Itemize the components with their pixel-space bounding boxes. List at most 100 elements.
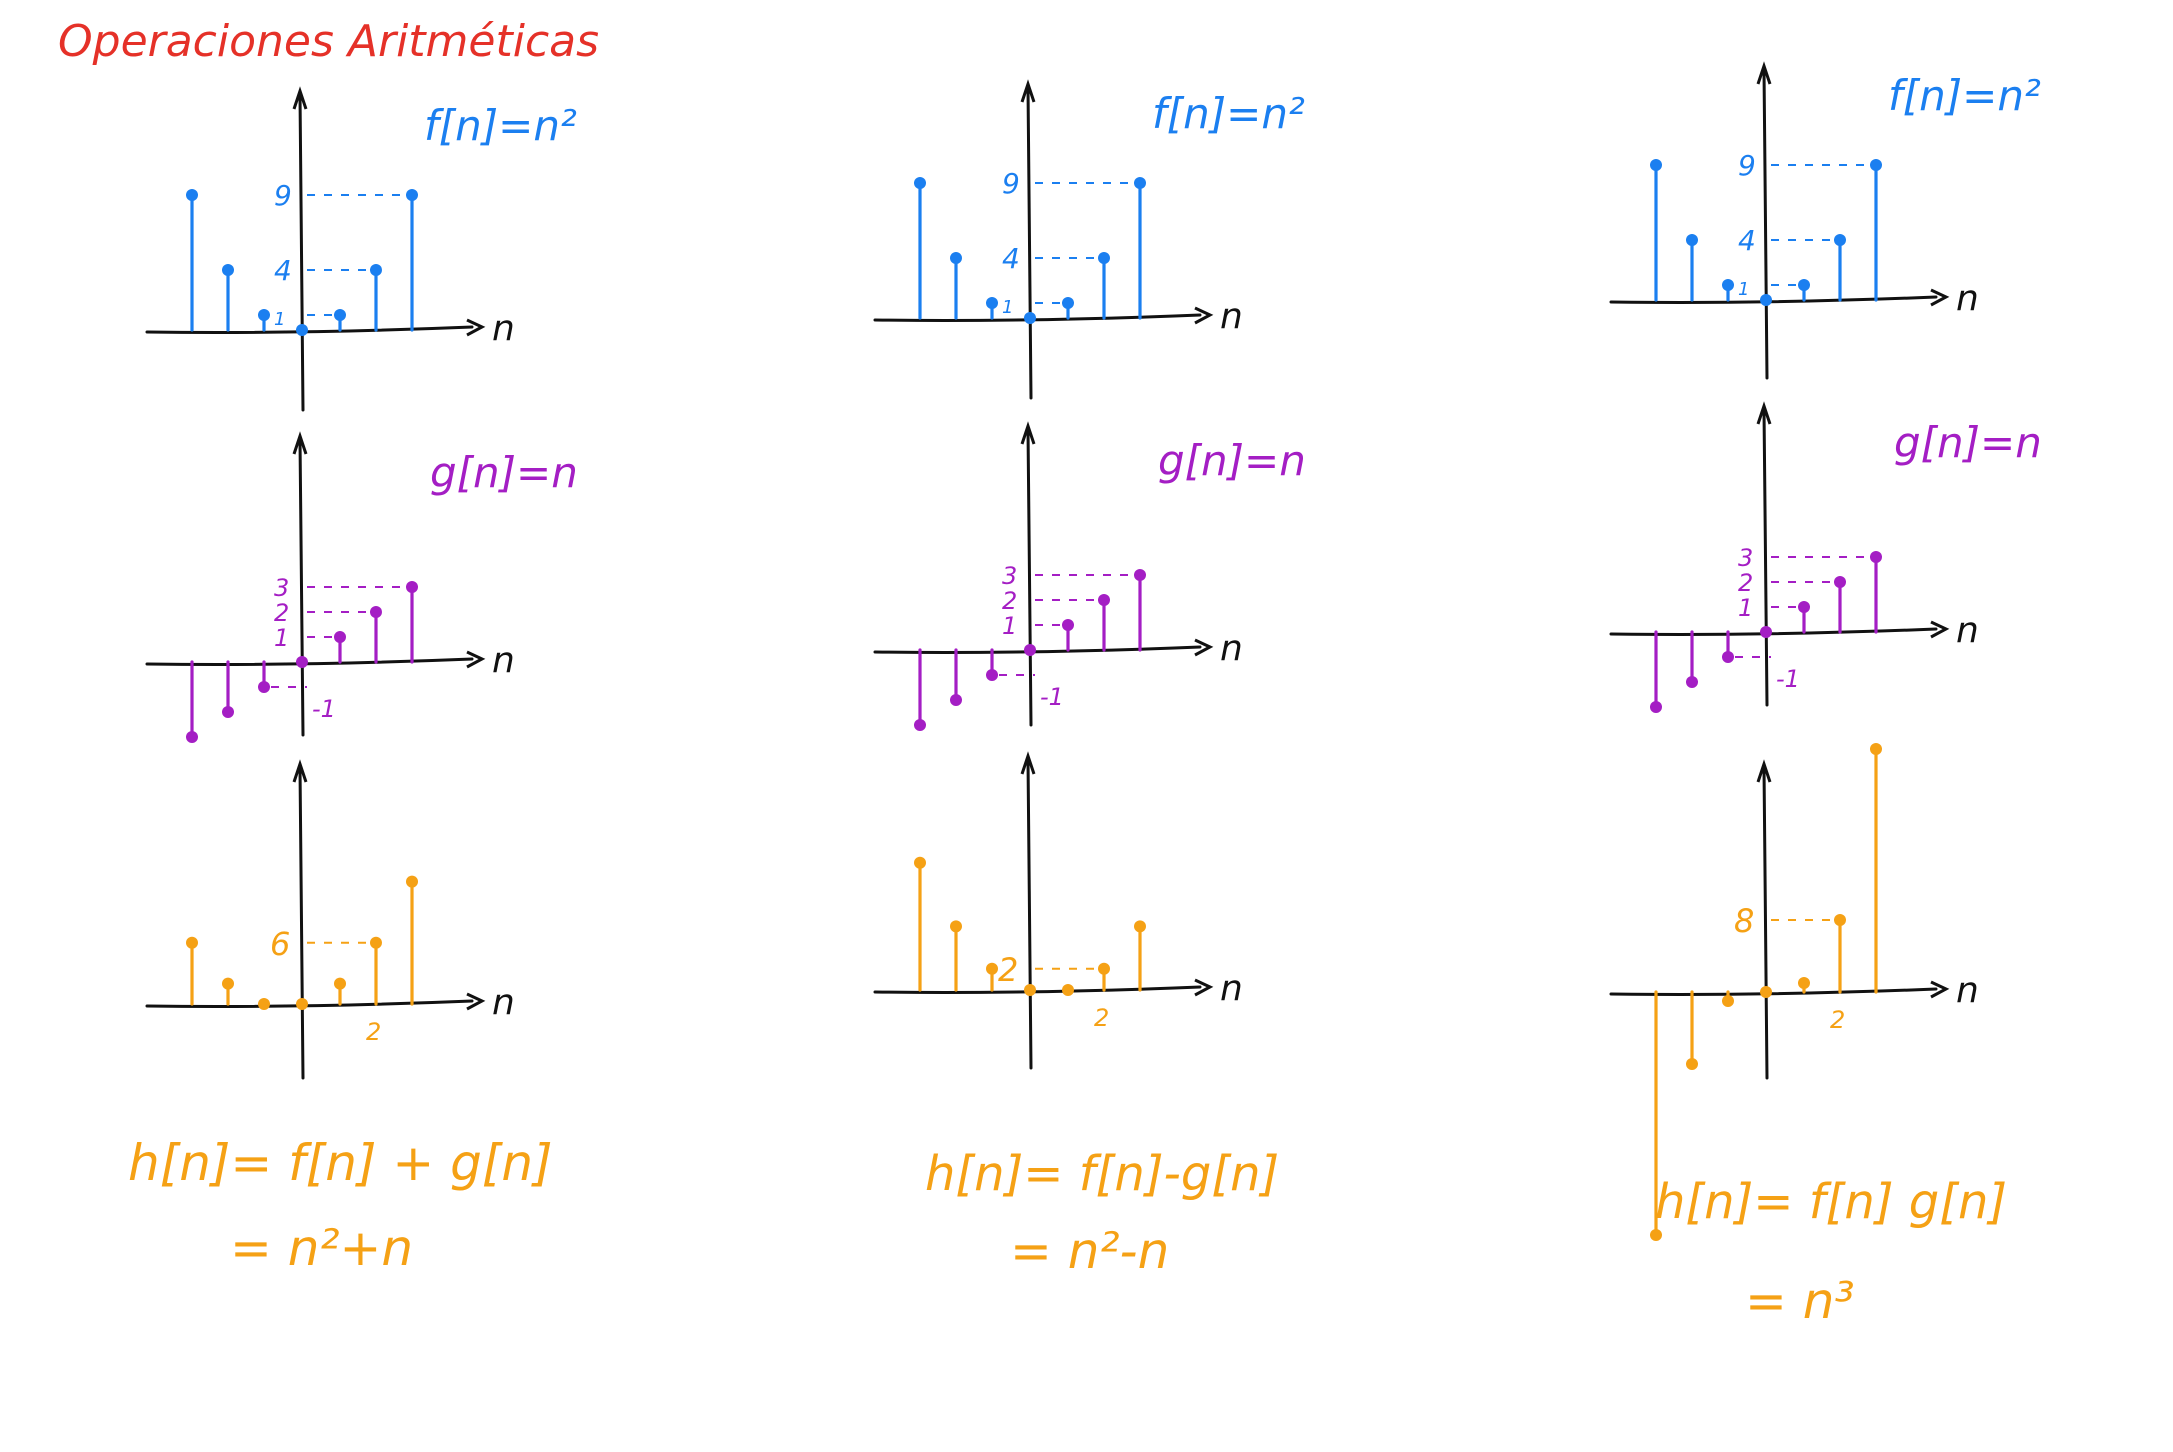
stem-marker-n-2 bbox=[1686, 676, 1698, 688]
x-axis-label: n bbox=[1220, 628, 1243, 669]
x-axis-line bbox=[1609, 295, 1938, 304]
g-annotations-col2: 321 -1 g[n]=n bbox=[999, 436, 1306, 711]
stem-marker-n0 bbox=[296, 324, 308, 336]
stem-marker-n1 bbox=[334, 977, 346, 990]
f-annotations-col2: 9 4 1 f[n]=n² bbox=[1002, 89, 1305, 318]
y-axis-line bbox=[1026, 428, 1033, 727]
f-tick-9: 9 bbox=[1738, 149, 1756, 182]
stem-marker-n1 bbox=[1798, 977, 1810, 989]
x-axis-line bbox=[873, 645, 1202, 654]
x-axis-label: n bbox=[1220, 968, 1243, 1009]
stem-marker-n0 bbox=[1024, 984, 1036, 996]
stem-marker-n3 bbox=[1870, 551, 1882, 563]
f-tick-1: 1 bbox=[1738, 279, 1749, 300]
f-annotations-col1: 9 4 1 f[n]=n² bbox=[274, 101, 577, 330]
formula-diff-line-1: h[n]= f[n]-g[n] bbox=[925, 1146, 1279, 1202]
stem-marker-n1 bbox=[1062, 619, 1074, 631]
stem-marker-n-1 bbox=[1722, 279, 1734, 291]
stem-marker-n-2 bbox=[950, 694, 962, 706]
g-tick-neg1: -1 bbox=[312, 695, 336, 723]
formula-sum-line-2: = n²+n bbox=[230, 1219, 413, 1277]
formula-diff-line-2: = n²-n bbox=[1010, 1222, 1169, 1280]
stem-marker-n2 bbox=[1834, 576, 1846, 588]
f-annotations-col3: 9 4 1 f[n]=n² bbox=[1738, 71, 2041, 300]
stem-marker-n-2 bbox=[950, 920, 962, 933]
h-tick: 8 bbox=[1734, 902, 1754, 940]
stem-marker-n1 bbox=[334, 631, 346, 643]
stem-marker-n-1 bbox=[258, 998, 270, 1010]
g-tick-3: 3 bbox=[274, 574, 289, 602]
g-label: g[n]=n bbox=[430, 448, 578, 497]
stem-marker-n3 bbox=[1870, 743, 1882, 755]
x-axis-arrow bbox=[1194, 978, 1214, 997]
stem-marker-n2 bbox=[370, 606, 382, 618]
axes-h-col1: n bbox=[145, 759, 515, 1080]
y-axis-arrow bbox=[1020, 751, 1036, 775]
y-axis-arrow bbox=[292, 431, 308, 455]
stem-marker-n1 bbox=[1062, 297, 1074, 309]
stems-f-col2 bbox=[914, 177, 1146, 324]
f-label: f[n]=n² bbox=[1888, 71, 2041, 120]
y-axis-arrow bbox=[292, 759, 308, 783]
stem-marker-n-2 bbox=[222, 977, 234, 990]
stem-marker-n-3 bbox=[1650, 1229, 1662, 1241]
x-axis-line bbox=[1609, 987, 1938, 996]
stem-marker-n-1 bbox=[1722, 995, 1734, 1007]
g-annotations-col1: 321 -1 g[n]=n bbox=[271, 448, 578, 723]
stems-g-col1 bbox=[186, 581, 418, 743]
g-tick-2: 2 bbox=[1738, 569, 1753, 597]
stem-marker-n1 bbox=[1062, 984, 1074, 996]
stem-marker-n-3 bbox=[186, 731, 198, 743]
y-axis-line bbox=[1026, 758, 1033, 1070]
g-label: g[n]=n bbox=[1894, 418, 2042, 467]
f-label: f[n]=n² bbox=[1152, 89, 1305, 138]
y-axis-line bbox=[298, 766, 305, 1080]
stem-marker-n3 bbox=[1870, 159, 1882, 171]
x-axis-line bbox=[145, 325, 474, 334]
stem-marker-n2 bbox=[1098, 252, 1110, 264]
y-axis-arrow bbox=[1020, 79, 1036, 103]
y-axis-line bbox=[1762, 408, 1769, 707]
page-title: Operaciones Aritméticas bbox=[58, 16, 599, 67]
stems-h-col2 bbox=[914, 856, 1146, 996]
stem-marker-n-1 bbox=[986, 297, 998, 309]
formula-prod-line-1: h[n]= f[n] g[n] bbox=[1655, 1174, 2007, 1230]
stem-marker-n3 bbox=[406, 581, 418, 593]
stem-marker-n-3 bbox=[186, 936, 198, 949]
y-axis-line bbox=[298, 93, 305, 412]
x-axis-arrow bbox=[466, 650, 486, 669]
stem-marker-n-3 bbox=[914, 856, 926, 869]
x-axis-arrow bbox=[1930, 980, 1950, 999]
stem-marker-n-3 bbox=[914, 719, 926, 731]
stem-marker-n-1 bbox=[258, 309, 270, 321]
stem-marker-n1 bbox=[334, 309, 346, 321]
g-tick-1: 1 bbox=[1002, 612, 1017, 640]
stem-marker-n-2 bbox=[222, 706, 234, 718]
g-tick-1: 1 bbox=[274, 624, 289, 652]
g-tick-3: 3 bbox=[1738, 544, 1753, 572]
x-axis-line bbox=[145, 657, 474, 666]
stem-marker-n0 bbox=[1760, 294, 1772, 306]
stem-marker-n2 bbox=[1098, 962, 1110, 975]
stem-marker-n-2 bbox=[1686, 234, 1698, 246]
y-axis-arrow bbox=[1756, 759, 1772, 783]
h-tick: 6 bbox=[270, 925, 290, 963]
x-axis-line bbox=[1609, 627, 1938, 636]
f-tick-9: 9 bbox=[1002, 167, 1020, 200]
x-axis-line bbox=[873, 313, 1202, 322]
stem-marker-n-3 bbox=[1650, 159, 1662, 171]
g-tick-neg1: -1 bbox=[1776, 665, 1800, 693]
stem-marker-n3 bbox=[1134, 920, 1146, 933]
g-tick-2: 2 bbox=[274, 599, 289, 627]
formula-column-1: h[n]= f[n] + g[n] = n²+n bbox=[128, 1134, 553, 1277]
y-axis-arrow bbox=[292, 86, 308, 110]
x-axis-arrow bbox=[1194, 638, 1214, 657]
stem-marker-n2 bbox=[1098, 594, 1110, 606]
stem-marker-n-1 bbox=[1722, 651, 1734, 663]
stems-f-col1 bbox=[186, 189, 418, 336]
formula-column-2: h[n]= f[n]-g[n] = n²-n bbox=[925, 1146, 1279, 1280]
stem-marker-n2 bbox=[1834, 234, 1846, 246]
f-tick-9: 9 bbox=[274, 179, 292, 212]
stems-h-col3 bbox=[1650, 743, 1882, 1241]
y-axis-line bbox=[298, 438, 305, 737]
